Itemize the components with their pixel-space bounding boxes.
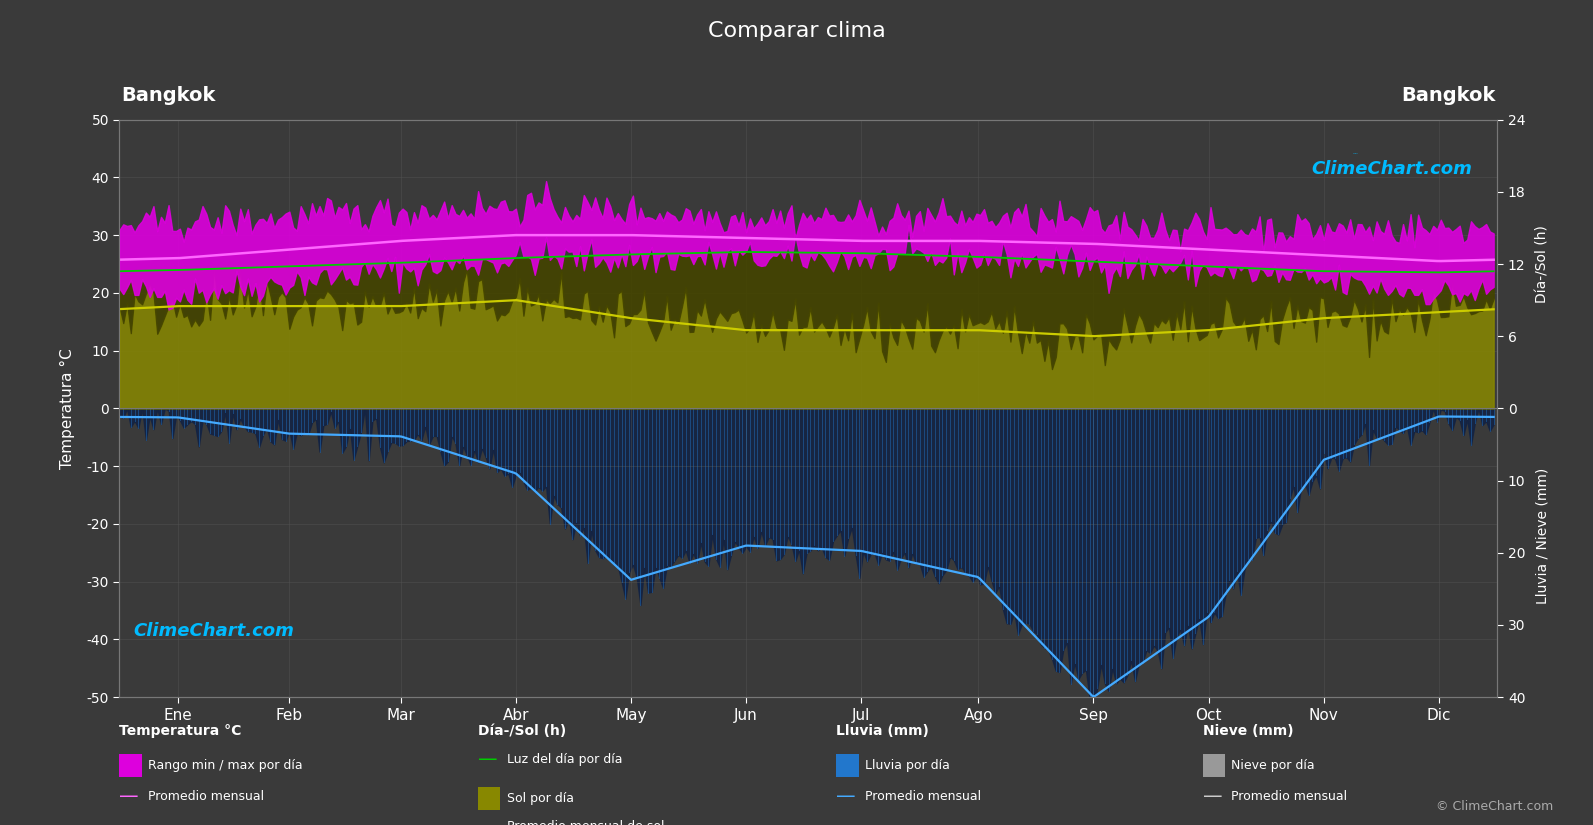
Text: Día-/Sol (h): Día-/Sol (h) xyxy=(1536,225,1548,303)
Text: Lluvia / Nieve (mm): Lluvia / Nieve (mm) xyxy=(1536,468,1548,605)
Text: Luz del día por día: Luz del día por día xyxy=(507,752,623,766)
Text: ClimeChart.com: ClimeChart.com xyxy=(134,622,295,640)
Text: ClimeChart.com: ClimeChart.com xyxy=(1311,160,1472,178)
Text: Nieve (mm): Nieve (mm) xyxy=(1203,724,1294,738)
Text: Bangkok: Bangkok xyxy=(1402,86,1496,105)
Text: #00bbff: #00bbff xyxy=(1352,153,1359,154)
Text: Nieve por día: Nieve por día xyxy=(1231,759,1314,772)
Text: —: — xyxy=(478,817,497,825)
Text: Promedio mensual: Promedio mensual xyxy=(148,790,264,803)
Text: Promedio mensual: Promedio mensual xyxy=(865,790,981,803)
Text: —: — xyxy=(1203,786,1222,806)
Text: —: — xyxy=(836,786,855,806)
Text: —: — xyxy=(119,786,139,806)
Y-axis label: Temperatura °C: Temperatura °C xyxy=(61,348,75,469)
Text: Promedio mensual: Promedio mensual xyxy=(1231,790,1348,803)
Text: Temperatura °C: Temperatura °C xyxy=(119,724,242,738)
Text: Comparar clima: Comparar clima xyxy=(707,21,886,40)
Text: Sol por día: Sol por día xyxy=(507,792,573,805)
Text: Rango min / max por día: Rango min / max por día xyxy=(148,759,303,772)
Text: Día-/Sol (h): Día-/Sol (h) xyxy=(478,724,566,738)
Text: —: — xyxy=(478,749,497,769)
Text: Lluvia por día: Lluvia por día xyxy=(865,759,949,772)
Text: Lluvia (mm): Lluvia (mm) xyxy=(836,724,929,738)
Text: © ClimeChart.com: © ClimeChart.com xyxy=(1435,799,1553,813)
Text: Bangkok: Bangkok xyxy=(121,86,215,105)
Text: Promedio mensual de sol: Promedio mensual de sol xyxy=(507,820,664,825)
